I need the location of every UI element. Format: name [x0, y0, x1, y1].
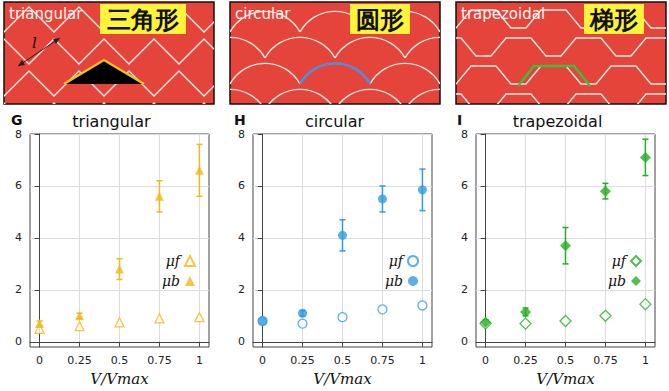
- svg-text:6: 6: [15, 179, 22, 192]
- svg-text:2: 2: [461, 283, 468, 296]
- svg-text:trapezoidal: trapezoidal: [513, 112, 603, 131]
- svg-text:H: H: [234, 112, 246, 128]
- svg-text:0.75: 0.75: [147, 354, 172, 367]
- svg-text:μb: μb: [385, 273, 403, 289]
- svg-text:G: G: [11, 112, 23, 128]
- svg-text:8: 8: [15, 128, 22, 141]
- svg-text:V/Vmax: V/Vmax: [313, 370, 372, 388]
- svg-text:0.25: 0.25: [513, 354, 538, 367]
- svg-text:2: 2: [15, 283, 22, 296]
- svg-text:l: l: [32, 34, 37, 52]
- svg-text:0.25: 0.25: [290, 354, 315, 367]
- svg-text:0.5: 0.5: [111, 354, 129, 367]
- svg-text:0.25: 0.25: [67, 354, 92, 367]
- svg-text:circular: circular: [305, 112, 365, 131]
- svg-text:梯形: 梯形: [589, 6, 638, 34]
- svg-text:1: 1: [419, 354, 426, 367]
- svg-text:0.5: 0.5: [334, 354, 352, 367]
- svg-text:8: 8: [461, 128, 468, 141]
- svg-text:0: 0: [259, 354, 266, 367]
- svg-text:圆形: 圆形: [356, 6, 404, 34]
- svg-text:triangular: triangular: [72, 112, 151, 131]
- svg-text:0.75: 0.75: [370, 354, 395, 367]
- svg-text:4: 4: [238, 231, 245, 244]
- svg-text:μf: μf: [612, 253, 629, 269]
- svg-text:trapezoidal: trapezoidal: [461, 5, 545, 23]
- svg-text:4: 4: [461, 231, 468, 244]
- svg-text:6: 6: [461, 179, 468, 192]
- svg-text:4: 4: [15, 231, 22, 244]
- svg-text:μb: μb: [162, 273, 180, 289]
- svg-text:μb: μb: [608, 273, 626, 289]
- svg-text:V/Vmax: V/Vmax: [536, 370, 595, 388]
- svg-text:I: I: [457, 112, 462, 128]
- svg-text:1: 1: [642, 354, 649, 367]
- svg-text:0: 0: [461, 335, 468, 348]
- svg-text:μf: μf: [166, 253, 183, 269]
- svg-text:circular: circular: [235, 5, 291, 23]
- svg-text:0.5: 0.5: [557, 354, 575, 367]
- svg-text:triangular: triangular: [9, 5, 83, 23]
- svg-text:0.75: 0.75: [593, 354, 618, 367]
- svg-text:0: 0: [15, 335, 22, 348]
- svg-text:2: 2: [238, 283, 245, 296]
- svg-text:μf: μf: [389, 253, 406, 269]
- svg-text:V/Vmax: V/Vmax: [90, 370, 149, 388]
- svg-text:8: 8: [238, 128, 245, 141]
- svg-text:0: 0: [238, 335, 245, 348]
- svg-text:三角形: 三角形: [107, 6, 179, 34]
- svg-text:0: 0: [482, 354, 489, 367]
- svg-text:6: 6: [238, 179, 245, 192]
- svg-text:0: 0: [36, 354, 43, 367]
- svg-text:1: 1: [196, 354, 203, 367]
